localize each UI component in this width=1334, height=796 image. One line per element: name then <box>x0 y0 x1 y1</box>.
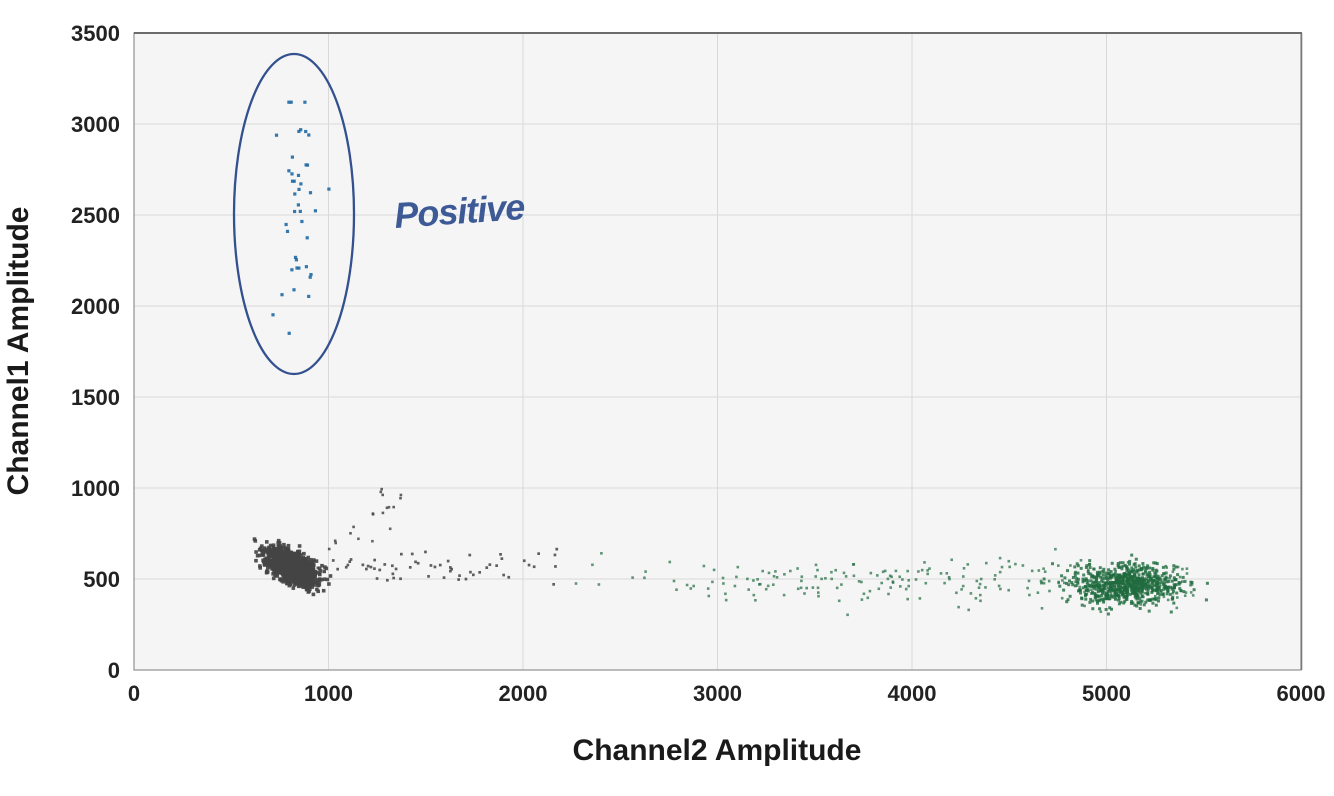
svg-text:3000: 3000 <box>71 112 120 137</box>
svg-text:Channel2 Amplitude: Channel2 Amplitude <box>573 734 862 767</box>
svg-text:4000: 4000 <box>888 681 937 706</box>
svg-text:2000: 2000 <box>71 294 120 319</box>
svg-text:Channel1 Amplitude: Channel1 Amplitude <box>2 207 35 496</box>
svg-text:0: 0 <box>108 658 120 683</box>
svg-text:500: 500 <box>83 567 120 592</box>
svg-text:6000: 6000 <box>1277 681 1326 706</box>
svg-text:1500: 1500 <box>71 385 120 410</box>
svg-text:3000: 3000 <box>693 681 742 706</box>
svg-text:2000: 2000 <box>499 681 548 706</box>
svg-text:1000: 1000 <box>304 681 353 706</box>
svg-text:2500: 2500 <box>71 203 120 228</box>
svg-text:0: 0 <box>128 681 140 706</box>
svg-text:3500: 3500 <box>71 21 120 46</box>
svg-text:5000: 5000 <box>1082 681 1131 706</box>
svg-text:1000: 1000 <box>71 476 120 501</box>
